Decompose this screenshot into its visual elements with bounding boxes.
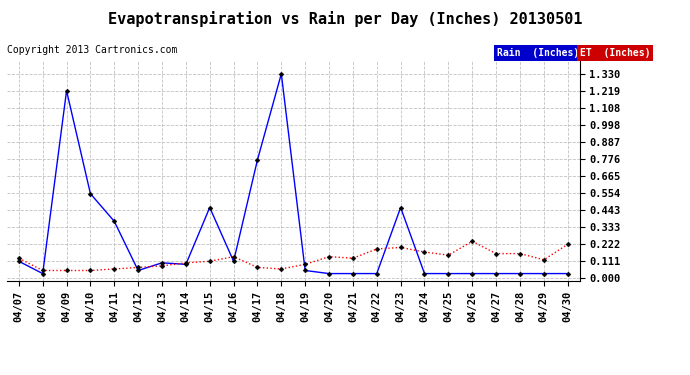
Text: Copyright 2013 Cartronics.com: Copyright 2013 Cartronics.com	[7, 45, 177, 55]
Text: Evapotranspiration vs Rain per Day (Inches) 20130501: Evapotranspiration vs Rain per Day (Inch…	[108, 11, 582, 27]
Text: ET  (Inches): ET (Inches)	[580, 48, 650, 58]
Text: Rain  (Inches): Rain (Inches)	[497, 48, 580, 58]
